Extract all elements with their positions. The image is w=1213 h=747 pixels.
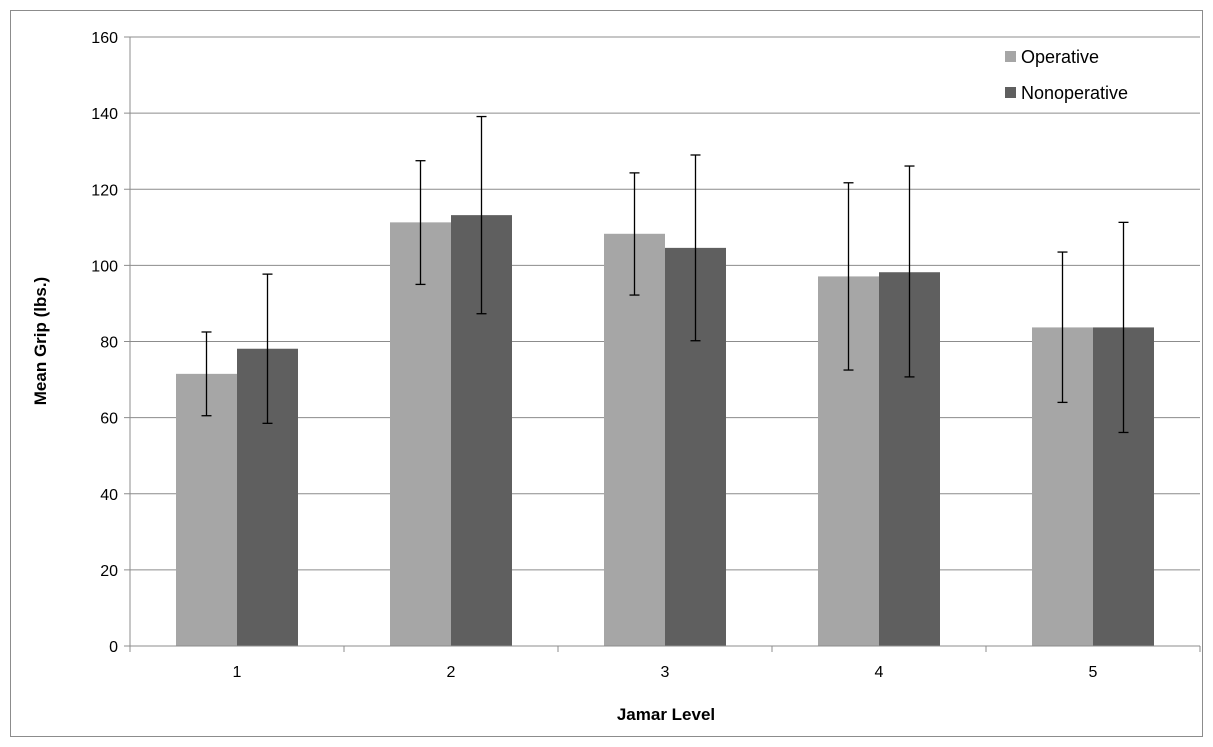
error-bar-operative-1 <box>201 331 212 417</box>
bar-operative-2 <box>390 222 451 646</box>
y-tick-label: 140 <box>91 106 118 123</box>
error-bar-nonoperative-3 <box>690 154 701 342</box>
axes <box>124 36 1201 652</box>
error-bar-nonoperative-1 <box>262 273 273 424</box>
legend: Operative Nonoperative <box>1005 47 1128 103</box>
x-tick-label: 1 <box>233 664 242 681</box>
y-tick-label: 100 <box>91 258 118 275</box>
error-bar-operative-5 <box>1057 251 1068 404</box>
x-axis-title: Jamar Level <box>617 705 715 724</box>
legend-swatch-nonoperative <box>1005 87 1016 98</box>
x-tick-label: 3 <box>661 664 670 681</box>
y-axis-title: Mean Grip (lbs.) <box>31 277 50 405</box>
y-tick-label: 160 <box>91 30 118 47</box>
legend-label-nonoperative: Nonoperative <box>1021 83 1128 103</box>
error-bar-operative-3 <box>629 172 640 296</box>
legend-label-operative: Operative <box>1021 47 1099 67</box>
bars <box>176 215 1154 646</box>
x-tick-label: 4 <box>875 664 884 681</box>
legend-swatch-operative <box>1005 51 1016 62</box>
error-bar-nonoperative-4 <box>904 165 915 378</box>
y-tick-labels: 0 20 40 60 80 100 120 140 160 <box>91 30 118 656</box>
error-bar-nonoperative-2 <box>476 115 487 315</box>
y-tick-label: 40 <box>100 487 118 504</box>
error-bar-operative-4 <box>843 182 854 371</box>
error-bars <box>201 115 1129 434</box>
y-tick-label: 0 <box>109 639 118 656</box>
error-bar-nonoperative-5 <box>1118 221 1129 434</box>
y-tick-label: 20 <box>100 563 118 580</box>
x-tick-label: 5 <box>1089 664 1098 681</box>
x-tick-label: 2 <box>447 664 456 681</box>
x-tick-labels: 1 2 3 4 5 <box>233 664 1098 681</box>
error-bar-operative-2 <box>415 160 426 286</box>
bar-operative-3 <box>604 233 665 646</box>
y-tick-label: 80 <box>100 335 118 352</box>
y-tick-label: 60 <box>100 411 118 428</box>
y-tick-label: 120 <box>91 182 118 199</box>
bar-operative-1 <box>176 373 237 646</box>
